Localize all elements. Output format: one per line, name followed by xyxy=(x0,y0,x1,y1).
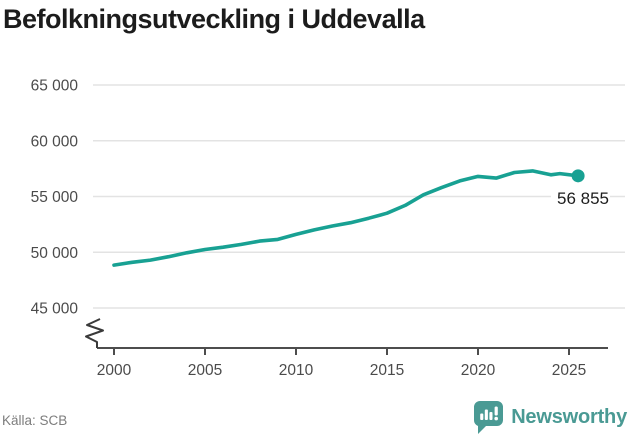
newsworthy-bubble-icon xyxy=(474,401,504,434)
y-tick-label: 65 000 xyxy=(31,78,79,95)
y-axis-labels: 45 000 50 000 55 000 60 000 65 000 xyxy=(31,78,79,318)
data-series xyxy=(112,169,585,267)
annotation-backing xyxy=(551,188,610,208)
newsworthy-wordmark: Newsworthy xyxy=(511,405,627,428)
y-axis-break-icon xyxy=(85,318,104,348)
source-caption: Källa: SCB xyxy=(2,413,68,428)
x-tick-label: 2025 xyxy=(552,362,586,379)
last-point-marker xyxy=(571,169,585,183)
newsworthy-logo[interactable]: Newsworthy xyxy=(473,399,627,435)
y-tick-label: 60 000 xyxy=(31,133,79,150)
axis-break-zigzag xyxy=(85,318,104,348)
x-tick-label: 2005 xyxy=(188,362,222,379)
y-tick-label: 50 000 xyxy=(31,245,79,262)
page-title: Befolkningsutveckling i Uddevalla xyxy=(3,4,425,34)
x-tick-label: 2010 xyxy=(279,362,314,379)
mini-bar-chart-icon xyxy=(480,406,499,421)
last-value-label: 56 855 xyxy=(557,189,609,208)
x-tick-label: 2000 xyxy=(97,362,132,379)
x-tick-label: 2020 xyxy=(461,362,496,379)
speech-bubble-shape xyxy=(474,401,504,434)
y-tick-label: 45 000 xyxy=(31,301,79,318)
population-line xyxy=(112,169,580,267)
x-axis: 2000 2005 2010 2015 2020 2025 xyxy=(97,347,608,379)
last-value-annotation: 56 855 xyxy=(551,188,610,208)
y-tick-label: 55 000 xyxy=(31,189,79,206)
x-tick-label: 2015 xyxy=(370,362,404,379)
gridlines xyxy=(93,84,625,309)
